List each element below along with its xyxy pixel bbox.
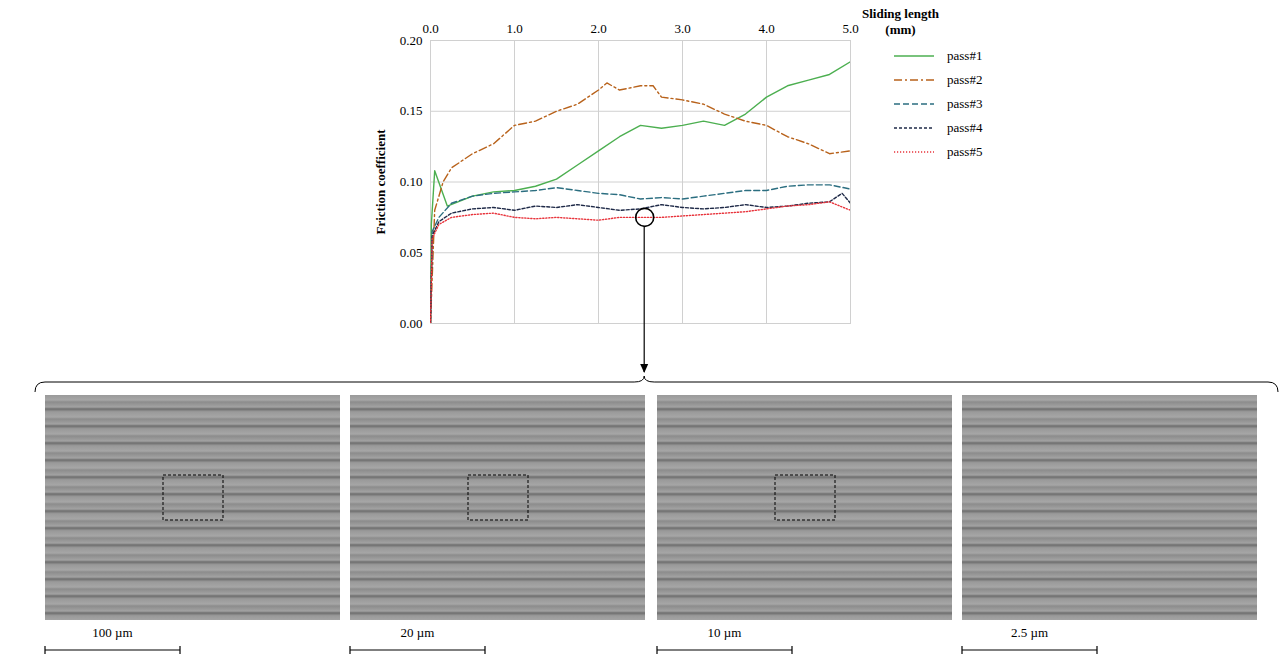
html-text:Sliding length: Sliding length <box>862 6 939 21</box>
html-text:2.5 µm: 2.5 µm <box>1010 625 1048 640</box>
html-text:pass#1: pass#1 <box>947 48 983 63</box>
svg-text:0.05: 0.05 <box>400 245 423 260</box>
html-text:(mm): (mm) <box>885 22 916 37</box>
svg-text:0.10: 0.10 <box>400 174 423 189</box>
svg-text:2.0: 2.0 <box>590 21 606 36</box>
html-text:20 µm: 20 µm <box>400 625 435 640</box>
svg-text:Friction coefficient: Friction coefficient <box>373 129 388 235</box>
html-text:pass#2: pass#2 <box>947 72 983 87</box>
svg-text:3.0: 3.0 <box>674 21 690 36</box>
svg-text:0.15: 0.15 <box>400 103 423 118</box>
svg-text:4.0: 4.0 <box>758 21 774 36</box>
html-text:100 µm: 100 µm <box>92 625 133 640</box>
svg-text:0.00: 0.00 <box>400 316 423 331</box>
svg-text:0.20: 0.20 <box>400 33 423 48</box>
html-text:pass#5: pass#5 <box>947 144 983 159</box>
svg-text:5.0: 5.0 <box>842 21 858 36</box>
html-text:pass#4: pass#4 <box>947 120 983 135</box>
html-text:pass#3: pass#3 <box>947 96 983 111</box>
html-text:10 µm: 10 µm <box>707 625 742 640</box>
svg-text:0.0: 0.0 <box>422 21 438 36</box>
svg-text:1.0: 1.0 <box>506 21 522 36</box>
